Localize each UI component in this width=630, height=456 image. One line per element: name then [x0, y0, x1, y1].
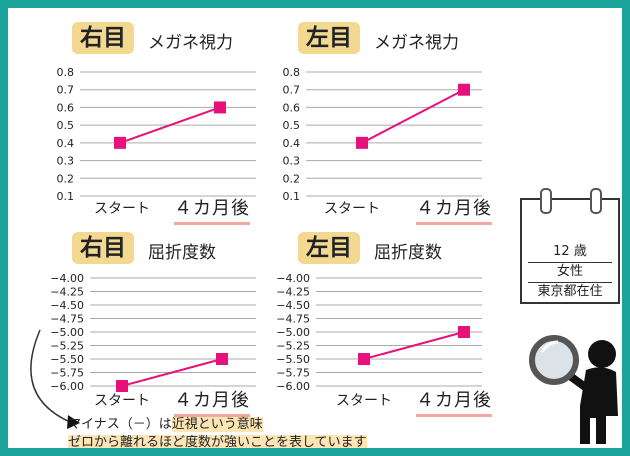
panel-3-subtitle: 屈折度数	[148, 243, 216, 263]
y-tick-label: 0.7	[283, 84, 301, 97]
y-tick-label: 0.2	[57, 172, 75, 185]
data-point-1	[216, 353, 228, 365]
y-tick-label: −4.75	[50, 313, 84, 326]
y-tick-label: 0.4	[57, 137, 75, 150]
y-tick-label: 0.5	[57, 119, 75, 132]
curved-arrow-icon	[30, 329, 80, 429]
y-tick-label: −5.25	[276, 340, 310, 353]
note-highlight: 近視という意味	[171, 417, 263, 432]
y-tick-label: −4.00	[50, 272, 84, 285]
chart-left-eye-acuity: 0.8 0.7 0.6 0.5 0.4 0.3 0.2 0.1	[283, 66, 482, 203]
y-tick-label: −4.25	[276, 286, 310, 299]
data-point-1	[214, 101, 226, 114]
y-tick-label: 0.3	[283, 155, 301, 168]
y-tick-label: −5.00	[276, 326, 310, 339]
y-tick-label: 0.8	[283, 66, 301, 79]
panel-2-tag: 左目	[298, 22, 360, 54]
y-tick-label: 0.6	[283, 101, 301, 114]
y-tick-label: 0.6	[57, 101, 75, 114]
y-tick-label: −4.50	[276, 299, 310, 312]
series-line	[361, 88, 465, 144]
y-tick-label: 0.3	[57, 155, 75, 168]
x-label-after: ４カ月後	[174, 194, 250, 225]
data-point-1	[458, 326, 470, 338]
calendar-icon: 12 歳 女性 東京都在住	[520, 188, 620, 304]
y-tick-label: −5.25	[50, 340, 84, 353]
series-line	[363, 331, 465, 360]
calendar-ring-icon	[540, 188, 552, 214]
chart-right-eye-refraction: −4.00−4.25−4.50−4.75−5.00−5.25−5.50−5.75…	[50, 272, 256, 393]
y-tick-label: −5.50	[276, 353, 310, 366]
note-line-2: ゼロから離れるほど度数が強いことを表しています	[68, 434, 367, 450]
panel-2-subtitle: メガネ視力	[374, 33, 459, 53]
chart-right-eye-acuity: 0.8 0.7 0.6 0.5 0.4 0.3 0.2 0.1	[57, 66, 256, 203]
y-tick-label: 0.1	[57, 190, 75, 203]
y-tick-label: −5.00	[50, 326, 84, 339]
panel-4-tag: 左目	[298, 232, 360, 264]
x-label-start: スタート	[324, 201, 380, 217]
data-point-0	[114, 136, 126, 149]
y-tick-label: −5.50	[50, 353, 84, 366]
data-point-0	[356, 136, 368, 149]
y-tick-label: 0.2	[283, 172, 301, 185]
panel-1-tag: 右目	[72, 22, 134, 54]
x-label-after: ４カ月後	[174, 386, 250, 417]
panel-3-tag: 右目	[72, 232, 134, 264]
panel-1-subtitle: メガネ視力	[148, 33, 233, 53]
y-tick-label: 0.4	[283, 137, 301, 150]
profile-gender: 女性	[528, 262, 612, 283]
y-tick-label: −4.50	[50, 299, 84, 312]
profile-age: 12 歳	[528, 242, 612, 263]
x-label-start: スタート	[336, 393, 392, 409]
series-line	[121, 358, 223, 387]
y-tick-label: −6.00	[276, 380, 310, 393]
calendar-ring-icon	[590, 188, 602, 214]
chart-left-eye-refraction: −4.00−4.25−4.50−4.75−5.00−5.25−5.50−5.75…	[276, 272, 482, 393]
data-point-0	[358, 353, 370, 365]
y-tick-label: 0.7	[57, 84, 75, 97]
y-tick-label: −5.75	[50, 367, 84, 380]
note-prefix: マイナス（－）は	[68, 417, 172, 432]
y-tick-label: −4.75	[276, 313, 310, 326]
y-tick-label: 0.1	[283, 190, 301, 203]
x-label-after: ４カ月後	[416, 386, 492, 417]
profile-residence: 東京都在住	[528, 282, 612, 303]
explanation-note: マイナス（－）は近視という意味 ゼロから離れるほど度数が強いことを表しています	[68, 416, 367, 450]
x-label-start: スタート	[94, 393, 150, 409]
y-tick-label: −5.75	[276, 367, 310, 380]
magnifier-person-icon	[529, 335, 618, 444]
data-point-0	[116, 380, 128, 392]
data-point-1	[458, 83, 470, 96]
x-label-after: ４カ月後	[416, 194, 492, 225]
note-line-2-text: ゼロから離れるほど度数が強いことを表しています	[68, 435, 367, 450]
series-line	[119, 106, 221, 144]
y-tick-label: 0.8	[57, 66, 75, 79]
x-label-start: スタート	[94, 201, 150, 217]
y-tick-label: −4.00	[276, 272, 310, 285]
y-tick-label: −6.00	[50, 380, 84, 393]
y-tick-label: 0.5	[283, 119, 301, 132]
note-line-1: マイナス（－）は近視という意味	[68, 416, 367, 434]
panel-4-subtitle: 屈折度数	[374, 243, 442, 263]
y-tick-label: −4.25	[50, 286, 84, 299]
